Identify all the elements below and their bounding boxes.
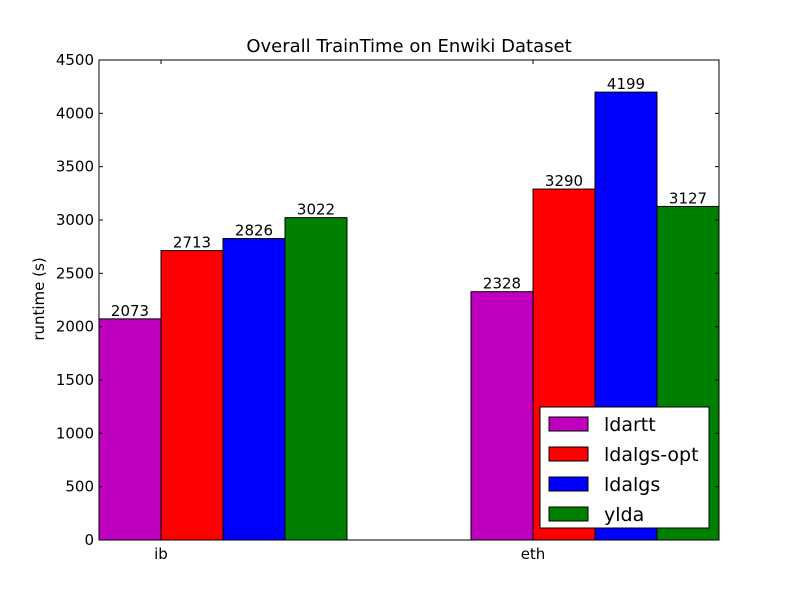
data-label-ldalgs-eth: 4199 — [607, 75, 645, 93]
bar-ldalgs-ib — [222, 238, 286, 541]
x-axis: ib eth — [154, 60, 545, 563]
x-tick-label-eth: eth — [521, 545, 546, 563]
legend-swatch-ldartt — [548, 416, 589, 432]
data-label-ldartt-eth: 2328 — [483, 275, 521, 293]
y-tick-label: 0 — [84, 531, 94, 549]
legend-swatch-ldalgs-opt — [548, 446, 589, 462]
y-tick-label: 4500 — [56, 51, 94, 69]
y-axis: 0 500 1000 1500 2000 2500 3000 3500 4000 4500 — [56, 51, 719, 549]
data-label-ylda-eth: 3127 — [669, 189, 707, 207]
bar-ldartt-ib — [98, 318, 162, 541]
x-tick-label-ib: ib — [154, 545, 168, 563]
y-axis-label: runtime (s) — [30, 257, 48, 340]
legend-label-ldalgs-opt: ldalgs-opt — [604, 444, 699, 466]
y-tick-label: 3500 — [56, 158, 94, 176]
legend-swatch-ldalgs — [548, 476, 589, 492]
legend-label-ylda: ylda — [604, 504, 644, 526]
y-tick-label: 1500 — [56, 371, 94, 389]
y-tick-label: 2500 — [56, 264, 94, 282]
data-label-ylda-ib: 3022 — [297, 201, 335, 219]
y-tick-label: 3000 — [56, 211, 94, 229]
chart-title: Overall TrainTime on Enwiki Dataset — [246, 36, 571, 57]
data-label-ldalgs-opt-ib: 2713 — [173, 234, 211, 252]
legend-label-ldartt: ldartt — [604, 414, 656, 436]
y-tick-label: 1000 — [56, 424, 94, 442]
legend-label-ldalgs: ldalgs — [604, 474, 660, 496]
y-tick-label: 2000 — [56, 318, 94, 336]
plot-frame — [98, 59, 720, 541]
data-label-ldalgs-ib: 2826 — [235, 222, 273, 240]
bar-ldalgs-opt-ib — [160, 250, 224, 541]
bar-ldartt-eth — [470, 291, 534, 541]
data-labels-layer: 2073 2713 2826 3022 2328 3290 4199 3127 — [111, 75, 707, 320]
y-tick-label: 500 — [65, 478, 94, 496]
data-label-ldalgs-opt-eth: 3290 — [545, 172, 583, 190]
bar-ylda-ib — [284, 217, 348, 541]
legend-swatch-ylda — [548, 506, 589, 522]
y-tick-label: 4000 — [56, 104, 94, 122]
legend: ldartt ldalgs-opt ldalgs ylda — [539, 406, 710, 529]
data-label-ldartt-ib: 2073 — [111, 302, 149, 320]
